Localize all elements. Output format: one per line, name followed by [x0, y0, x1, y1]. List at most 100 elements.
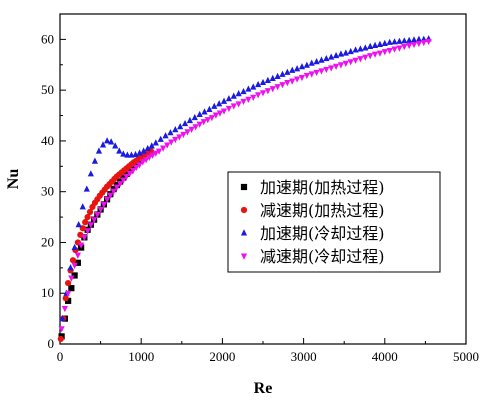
data-point	[274, 72, 281, 79]
data-point	[103, 196, 111, 204]
y-tick-label: 40	[41, 133, 54, 148]
data-point	[396, 45, 403, 52]
data-point	[74, 259, 81, 266]
data-point	[123, 173, 130, 181]
data-point	[259, 90, 267, 97]
data-point	[204, 117, 211, 124]
data-point	[120, 177, 127, 184]
data-point	[126, 167, 133, 174]
data-point	[78, 242, 85, 249]
data-point	[303, 61, 310, 68]
y-tick-label: 50	[41, 82, 54, 97]
data-point	[176, 134, 183, 141]
data-point	[123, 170, 130, 178]
data-point	[337, 62, 345, 69]
data-point	[94, 212, 101, 219]
data-point	[357, 45, 364, 52]
data-point	[284, 68, 291, 75]
data-point	[342, 60, 349, 67]
data-point	[160, 145, 167, 152]
data-point	[68, 275, 75, 282]
data-point	[264, 76, 271, 84]
data-point	[328, 65, 335, 72]
data-point	[274, 84, 281, 91]
data-point	[308, 71, 315, 78]
data-point	[425, 38, 432, 46]
data-point	[406, 36, 413, 43]
data-point	[116, 147, 123, 154]
data-point	[113, 184, 120, 191]
data-point	[91, 217, 98, 224]
data-point	[410, 36, 418, 43]
data-point	[191, 113, 198, 121]
data-point	[245, 96, 252, 103]
data-point	[212, 112, 220, 119]
data-point	[401, 43, 408, 51]
data-point	[108, 138, 115, 145]
data-point	[57, 335, 64, 343]
data-point	[139, 159, 146, 166]
y-tick-label: 30	[41, 184, 54, 199]
data-point	[65, 290, 72, 297]
data-point	[167, 129, 174, 136]
series-2	[57, 147, 155, 343]
data-point	[381, 49, 388, 56]
data-point	[177, 123, 184, 130]
data-point	[95, 147, 103, 154]
data-point	[245, 85, 252, 92]
data-point	[225, 95, 232, 102]
data-point	[367, 53, 374, 60]
data-point	[230, 103, 237, 110]
y-tick-label: 20	[41, 234, 54, 249]
data-point	[308, 59, 315, 66]
data-point	[120, 174, 127, 181]
data-point	[71, 272, 78, 279]
data-point	[323, 66, 330, 74]
data-point	[152, 150, 159, 157]
data-point	[84, 228, 91, 235]
data-point	[410, 41, 418, 49]
data-point	[133, 164, 140, 172]
data-point	[347, 59, 354, 66]
data-point	[250, 94, 257, 101]
data-point	[352, 57, 359, 64]
data-point	[149, 152, 156, 159]
data-point	[142, 157, 150, 164]
y-axis-ticks: 0 10 20 30 40 50 60	[41, 13, 66, 351]
data-point	[255, 92, 262, 99]
legend-marker	[240, 206, 248, 214]
data-point	[100, 201, 107, 209]
data-series	[57, 35, 432, 343]
data-point	[386, 38, 393, 45]
data-point	[116, 181, 124, 188]
data-point	[103, 137, 111, 144]
data-point	[83, 185, 90, 192]
data-point	[58, 326, 65, 333]
data-point	[313, 58, 320, 65]
data-point	[284, 80, 291, 87]
data-point	[180, 131, 187, 139]
data-point	[415, 35, 423, 42]
data-point	[181, 119, 189, 127]
data-point	[136, 162, 143, 169]
legend-label: 加速期(冷却过程)	[260, 224, 385, 243]
data-point	[144, 144, 151, 152]
data-point	[184, 129, 191, 136]
data-point	[196, 110, 203, 118]
data-point	[367, 42, 374, 49]
data-point	[79, 203, 86, 210]
data-point	[357, 56, 364, 63]
data-point	[186, 116, 194, 124]
data-point	[211, 102, 218, 109]
data-point	[328, 53, 335, 60]
data-point	[172, 136, 179, 144]
data-point	[81, 234, 88, 242]
data-point	[406, 42, 413, 50]
x-tick-label: 0	[57, 349, 64, 364]
data-point	[71, 262, 78, 270]
data-point	[371, 51, 379, 58]
data-point	[120, 150, 127, 157]
data-point	[208, 115, 215, 122]
data-point	[97, 206, 104, 214]
data-point	[362, 44, 369, 51]
